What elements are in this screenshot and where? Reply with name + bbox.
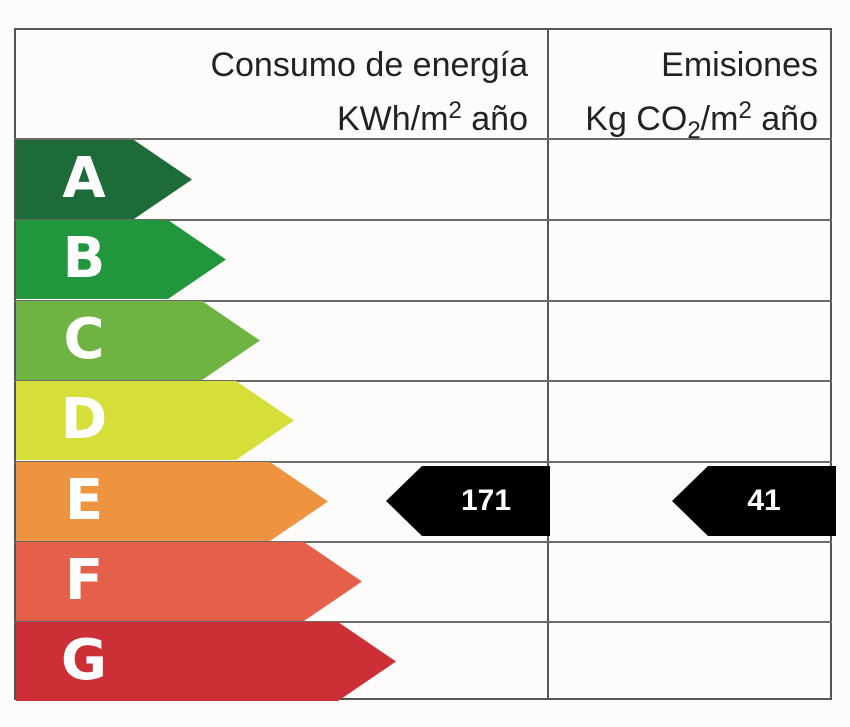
energy-band-letter: B [62, 226, 106, 291]
energy-band-f: F [16, 542, 362, 621]
energy-band-g: G [16, 622, 396, 701]
energy-consumption-header: Consumo de energía KWh/m2 año [210, 42, 528, 142]
emissions-title: Emisiones [661, 46, 818, 84]
header-divider [14, 138, 832, 140]
row-divider [14, 541, 832, 543]
emissions-value: 41 [747, 484, 781, 517]
energy-band-letter: D [60, 387, 108, 452]
energy-band-letter: G [61, 628, 107, 693]
energy-rating-indicator: 171 [386, 466, 550, 536]
row-divider [14, 621, 832, 623]
energy-band-e: E [16, 462, 328, 541]
row-divider [14, 300, 832, 302]
energy-unit: KWh/m2 año [337, 97, 528, 138]
energy-band-letter: F [64, 548, 104, 613]
energy-band-a: A [16, 140, 192, 219]
energy-band-b: B [16, 220, 226, 299]
emissions-rating-indicator: 41 [672, 466, 836, 536]
energy-band-letter: A [62, 146, 106, 211]
energy-band-letter: E [64, 468, 104, 533]
energy-label-frame [14, 28, 832, 700]
energy-band-d: D [16, 381, 294, 460]
energy-value: 171 [460, 484, 512, 517]
energy-title: Consumo de energía [210, 46, 528, 84]
emissions-unit: Kg CO2/m2 año [585, 97, 818, 144]
energy-band-letter: C [63, 307, 105, 372]
row-divider [14, 380, 832, 382]
row-divider [14, 219, 832, 221]
row-divider [14, 461, 832, 463]
column-divider [547, 28, 549, 700]
emissions-header: Emisiones Kg CO2/m2 año [585, 42, 818, 154]
energy-band-c: C [16, 301, 260, 380]
